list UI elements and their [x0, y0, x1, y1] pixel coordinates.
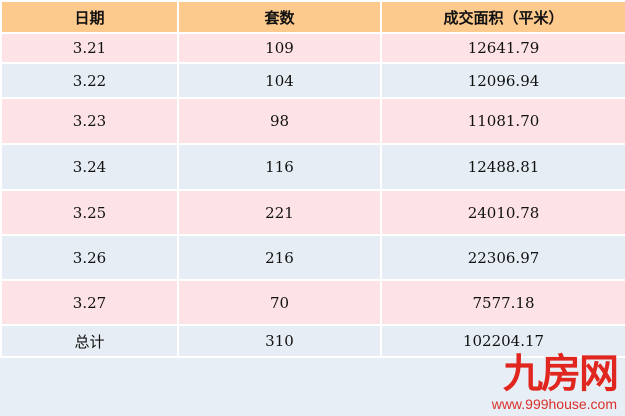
cell-area: 12096.94 — [380, 62, 625, 99]
header-date: 日期 — [0, 0, 179, 34]
header-area: 成交面积（平米） — [380, 0, 625, 34]
cell-units: 310 — [177, 324, 382, 358]
table-row: 3.27 70 7577.18 — [0, 279, 625, 326]
table-row: 3.26 216 22306.97 — [0, 234, 625, 281]
table-row: 3.25 221 24010.78 — [0, 189, 625, 236]
cell-area: 22306.97 — [380, 234, 625, 281]
cell-date: 3.24 — [0, 143, 179, 191]
logo: 九房网 www.999house.com — [491, 351, 619, 412]
cell-date: 3.26 — [0, 234, 179, 281]
cell-units: 70 — [177, 279, 382, 326]
cell-units: 216 — [177, 234, 382, 281]
sales-table: 日期 套数 成交面积（平米） 3.21 109 12641.79 3.22 104 120… — [0, 0, 625, 358]
cell-date: 3.23 — [0, 97, 179, 145]
cell-units: 104 — [177, 62, 382, 99]
table-row: 3.22 104 12096.94 — [0, 62, 625, 99]
cell-units: 98 — [177, 97, 382, 145]
header-units: 套数 — [177, 0, 382, 34]
cell-units: 221 — [177, 189, 382, 236]
cell-units: 109 — [177, 32, 382, 64]
cell-units: 116 — [177, 143, 382, 191]
cell-date: 3.21 — [0, 32, 179, 64]
cell-area: 12641.79 — [380, 32, 625, 64]
header-row: 日期 套数 成交面积（平米） — [0, 0, 625, 34]
cell-date: 总计 — [0, 324, 179, 358]
logo-text: 九房网 — [503, 351, 619, 397]
cell-area: 11081.70 — [380, 97, 625, 145]
total-row: 总计 310 102204.17 — [0, 324, 625, 358]
cell-area: 12488.81 — [380, 143, 625, 191]
table-row: 3.23 98 11081.70 — [0, 97, 625, 145]
table-row: 3.21 109 12641.79 — [0, 32, 625, 64]
cell-area: 7577.18 — [380, 279, 625, 326]
cell-date: 3.27 — [0, 279, 179, 326]
cell-date: 3.22 — [0, 62, 179, 99]
cell-area: 24010.78 — [380, 189, 625, 236]
cell-area: 102204.17 — [380, 324, 625, 358]
logo-url: www.999house.com — [491, 396, 617, 412]
table-row: 3.24 116 12488.81 — [0, 143, 625, 191]
cell-date: 3.25 — [0, 189, 179, 236]
